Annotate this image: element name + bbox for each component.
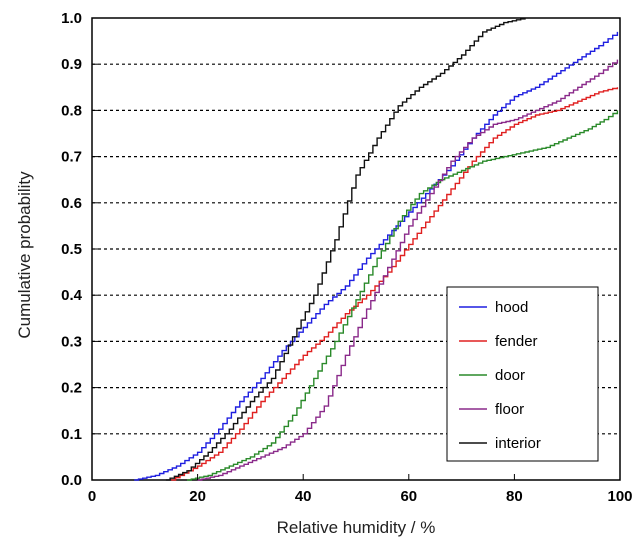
legend-item-door: door (459, 367, 525, 384)
y-axis-label: Cumulative probability (15, 171, 34, 339)
x-axis-label: Relative humidity / % (277, 518, 436, 537)
legend-box (446, 286, 599, 462)
series-line-floor (197, 59, 619, 481)
y-tick-label: 0.3 (61, 333, 82, 350)
series-line-hood (134, 31, 619, 481)
y-tick-label: 0.8 (61, 102, 82, 119)
legend-label: floor (495, 401, 524, 418)
x-tick-label: 100 (607, 488, 632, 505)
legend-label: hood (495, 299, 528, 316)
legend-label: door (495, 367, 525, 384)
y-tick-label: 0.9 (61, 56, 82, 73)
series-line-fender (171, 87, 619, 481)
y-tick-label: 0.1 (61, 426, 82, 443)
legend: hood fender door floor interior (446, 286, 599, 462)
legend-item-interior: interior (459, 435, 541, 452)
tick-labels: 0.0 0.1 0.2 0.3 0.4 0.5 0.6 0.7 0.8 0.9 1.0 0 20 40 60… (61, 10, 632, 505)
x-tick-label: 60 (400, 488, 417, 505)
y-tick-label: 1.0 (61, 10, 82, 27)
ticks (91, 17, 621, 481)
y-tick-label: 0.0 (61, 472, 82, 489)
legend-item-floor: floor (459, 401, 524, 418)
legend-label: interior (495, 435, 541, 452)
x-tick-label: 0 (88, 488, 96, 505)
legend-items: hood fender door floor interior (459, 299, 541, 452)
x-tick-label: 80 (506, 488, 523, 505)
legend-label: fender (495, 333, 538, 350)
legend-item-hood: hood (459, 299, 528, 316)
series-line-door (187, 110, 619, 481)
x-tick-label: 40 (295, 488, 312, 505)
y-tick-label: 0.2 (61, 380, 82, 397)
y-tick-label: 0.4 (61, 287, 83, 304)
series-lines (134, 18, 619, 481)
legend-item-fender: fender (459, 333, 538, 350)
y-tick-label: 0.7 (61, 149, 82, 166)
y-tick-label: 0.5 (61, 241, 82, 258)
y-tick-label: 0.6 (61, 195, 82, 212)
series-line-interior (165, 18, 526, 481)
x-tick-label: 20 (189, 488, 206, 505)
